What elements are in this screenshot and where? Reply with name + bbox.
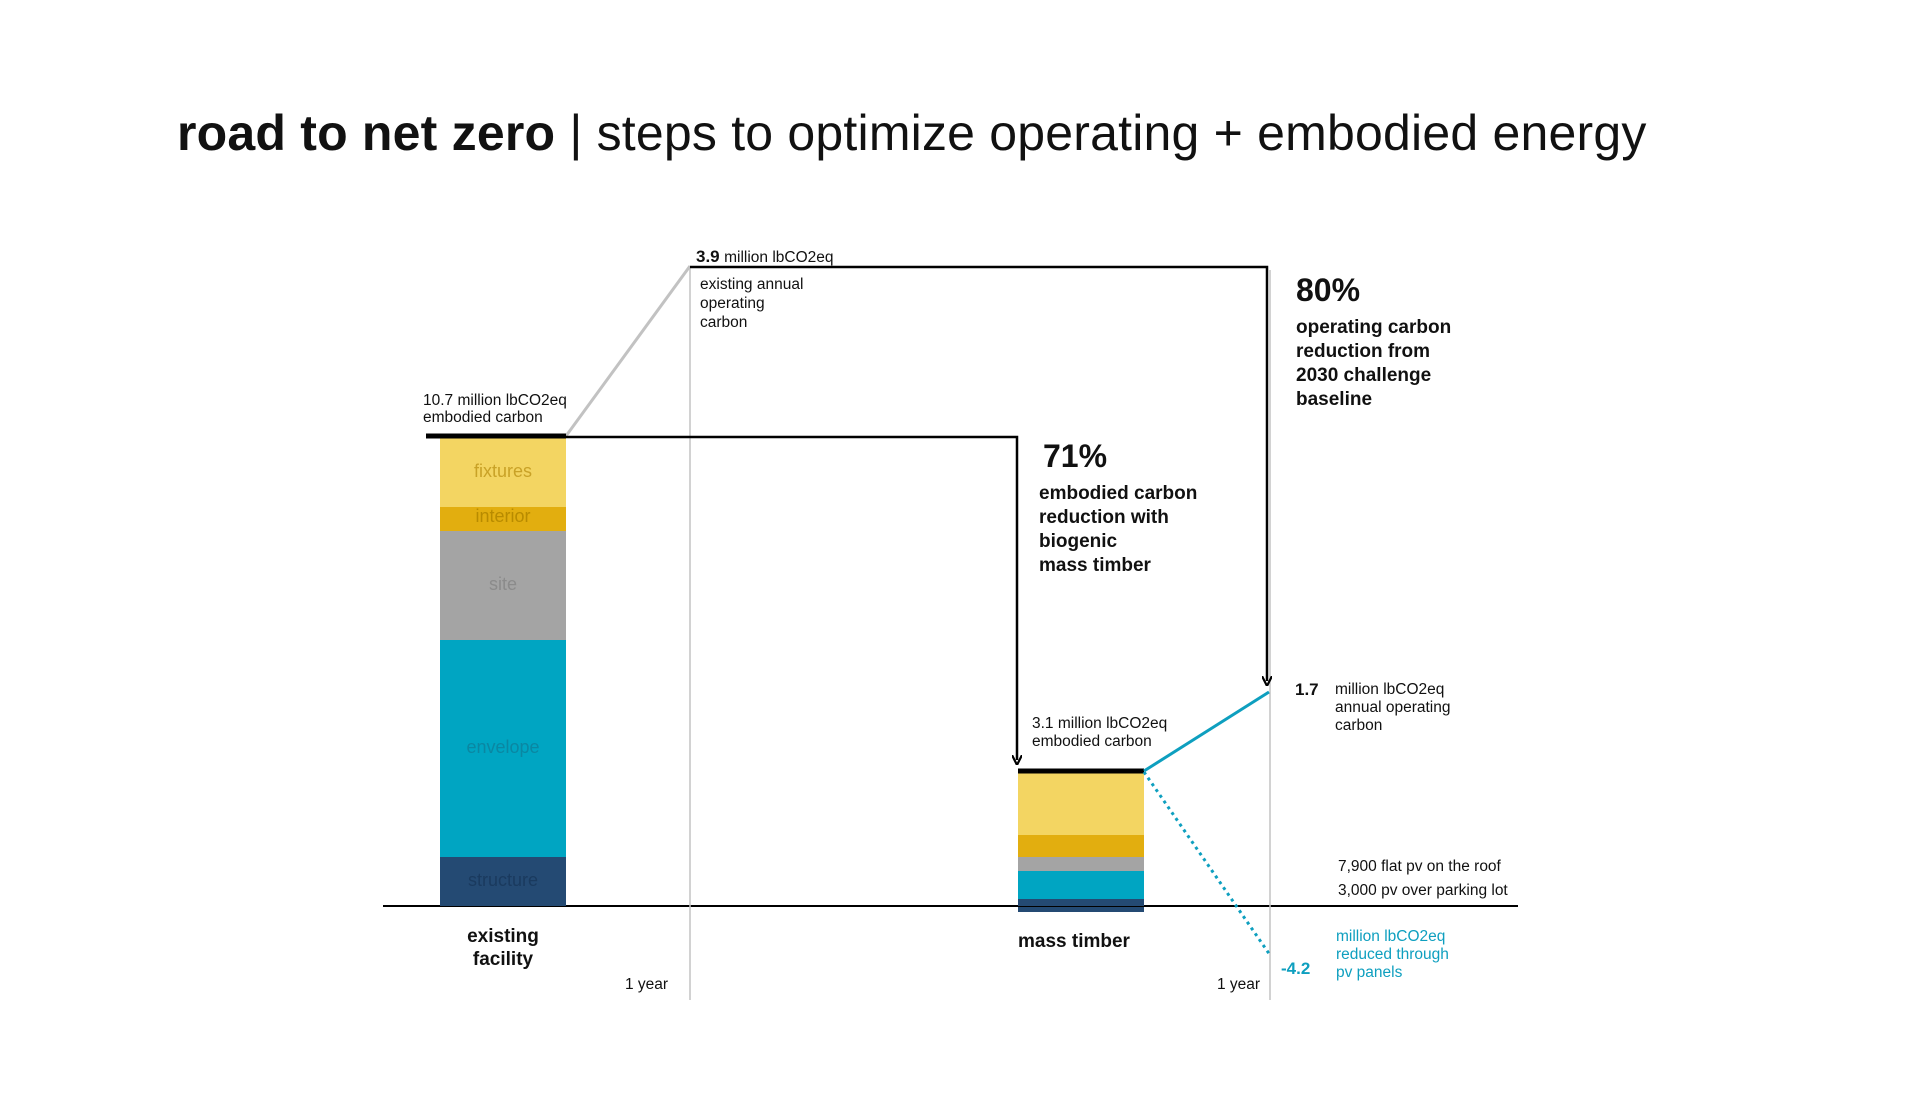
pv-parking-label: 3,000 pv over parking lot [1338,882,1508,899]
bar-segment-site [440,531,566,640]
title-bold: road to net zero [177,105,556,161]
existing-embodied-value: 10.7 million lbCO2eq [423,392,567,409]
existing-bar [440,437,566,906]
mt-segment-site [1018,857,1144,871]
existing-operating-line3: carbon [700,314,748,331]
title-rest: steps to optimize operating + embodied e… [596,105,1647,161]
segment-label-interior: interior [475,506,531,526]
mass-timber-bar [1018,772,1144,912]
mass-timber-caption: mass timber [1018,931,1130,952]
segment-label-fixtures: fixtures [473,461,533,481]
segment-label-structure: structure [467,870,539,890]
embodied-reduction-line4: mass timber [1039,555,1151,576]
existing-operating-value: 3.9 [696,247,720,266]
page-title: road to net zero | steps to optimize ope… [177,104,1647,162]
mass-timber-year-label: 1 year [1217,976,1261,993]
pv-reduction-line1: million lbCO2eq [1336,928,1446,945]
existing-operating-header: 3.9 million lbCO2eq [696,247,834,268]
new-operating-line3: carbon [1335,717,1383,734]
mass-timber-embodied-label: embodied carbon [1032,733,1152,750]
segment-label-envelope: envelope [466,737,540,757]
mt-segment-interior [1018,835,1144,857]
pv-reduction-line2: reduced through [1336,946,1449,963]
bar-segment-fixtures [440,437,566,507]
existing-operating-line1: existing annual [700,276,804,293]
embodied-reduction-line3: biogenic [1039,531,1118,552]
operating-reduction-line1: operating carbon [1296,317,1452,338]
new-operating-value: 1.7 [1295,680,1319,699]
operating-reduction-line4: baseline [1296,389,1373,410]
new-operating-line1: million lbCO2eq [1335,681,1445,698]
operating-reduction-arrow [690,265,1267,681]
mt-segment-below-axis [1018,907,1144,912]
bar-segment-interior [440,507,566,531]
operating-reduction-line2: reduction from [1296,341,1431,362]
embodied-reduction-line1: embodied carbon [1039,483,1198,504]
new-operating-line2: annual operating [1335,699,1451,716]
pv-reduction-line [1142,771,1272,956]
embodied-reduction-percent: 71% [1043,438,1108,474]
pv-reduction-value: -4.2 [1281,959,1311,978]
existing-caption: existing facility [440,926,566,972]
existing-operating-line2: operating [700,295,765,312]
segment-label-site: site [488,574,517,594]
embodied-reduction-line2: reduction with [1039,507,1169,528]
existing-caption-line2: facility [472,948,534,970]
operating-carbon-line [1143,690,1270,773]
mt-segment-envelope [1018,871,1144,899]
existing-embodied-label: embodied carbon [423,409,543,426]
bar-segment-structure [440,857,566,906]
mt-segment-structure [1018,899,1144,906]
operating-projection-line [564,265,692,437]
bar-segment-envelope [440,640,566,857]
embodied-reduction-arrow [566,435,1017,760]
pv-reduction-line3: pv panels [1336,964,1403,981]
operating-reduction-percent: 80% [1296,272,1361,308]
existing-operating-unit: million lbCO2eq [724,249,834,266]
title-separator: | [555,105,597,161]
existing-year-label: 1 year [625,976,669,993]
mass-timber-embodied-value: 3.1 million lbCO2eq [1032,715,1168,732]
existing-caption-line1: existing [467,926,539,947]
mt-segment-fixtures [1018,772,1144,835]
pv-roof-label: 7,900 flat pv on the roof [1338,858,1501,875]
operating-reduction-line3: 2030 challenge [1296,365,1432,386]
